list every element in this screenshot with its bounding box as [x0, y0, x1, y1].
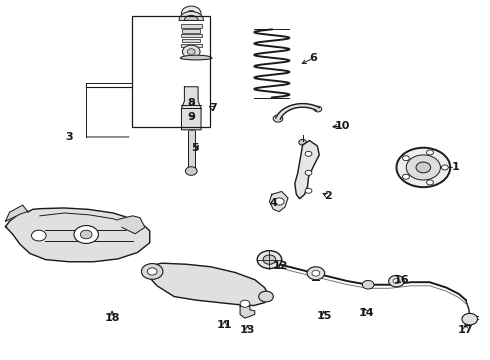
Circle shape — [187, 10, 195, 16]
Circle shape — [307, 267, 325, 280]
Circle shape — [314, 106, 322, 112]
Polygon shape — [270, 192, 288, 212]
Text: 5: 5 — [192, 143, 199, 153]
Circle shape — [181, 6, 201, 21]
Bar — [180, 24, 202, 28]
Circle shape — [389, 275, 404, 287]
Polygon shape — [295, 140, 319, 199]
Circle shape — [263, 255, 276, 264]
Circle shape — [274, 198, 284, 205]
Circle shape — [305, 151, 312, 156]
Text: 7: 7 — [209, 103, 217, 113]
Bar — [182, 29, 200, 32]
Polygon shape — [180, 55, 212, 58]
Circle shape — [257, 251, 282, 269]
Polygon shape — [5, 208, 150, 262]
Circle shape — [462, 314, 478, 325]
Polygon shape — [240, 306, 255, 318]
Text: 15: 15 — [317, 311, 332, 321]
Circle shape — [80, 230, 92, 239]
Bar — [132, 17, 210, 127]
Circle shape — [427, 150, 434, 155]
Circle shape — [74, 226, 98, 243]
Text: 1: 1 — [451, 162, 459, 172]
Circle shape — [240, 300, 250, 307]
Circle shape — [185, 167, 197, 175]
Text: 18: 18 — [104, 313, 120, 323]
Polygon shape — [145, 263, 270, 306]
Circle shape — [362, 280, 374, 289]
Text: 9: 9 — [187, 112, 195, 122]
Text: 11: 11 — [217, 320, 232, 330]
Text: 4: 4 — [270, 198, 277, 208]
Bar — [188, 130, 195, 169]
Polygon shape — [276, 104, 319, 119]
Bar — [180, 34, 202, 37]
Text: 3: 3 — [65, 132, 73, 142]
Circle shape — [31, 230, 46, 241]
Circle shape — [406, 155, 441, 180]
Text: 16: 16 — [393, 275, 409, 285]
Circle shape — [427, 180, 434, 185]
Circle shape — [147, 268, 157, 275]
Circle shape — [441, 165, 448, 170]
Polygon shape — [118, 216, 145, 234]
Circle shape — [273, 115, 283, 122]
Text: 13: 13 — [240, 325, 255, 335]
Circle shape — [312, 270, 320, 276]
Polygon shape — [181, 87, 201, 130]
Wedge shape — [184, 15, 198, 21]
Circle shape — [393, 279, 400, 284]
Circle shape — [187, 49, 195, 54]
Text: 17: 17 — [458, 325, 474, 335]
Text: 14: 14 — [358, 308, 374, 318]
Bar — [182, 39, 200, 42]
Polygon shape — [180, 58, 212, 60]
Circle shape — [402, 174, 409, 179]
Circle shape — [299, 139, 307, 145]
Circle shape — [305, 188, 312, 193]
Circle shape — [402, 156, 409, 161]
Circle shape — [396, 148, 450, 187]
Wedge shape — [179, 12, 203, 21]
Circle shape — [259, 291, 273, 302]
Text: 6: 6 — [310, 53, 318, 63]
Text: 12: 12 — [272, 261, 288, 271]
Bar — [180, 44, 202, 47]
Circle shape — [142, 264, 163, 279]
Circle shape — [416, 162, 431, 173]
Text: 10: 10 — [335, 121, 350, 131]
Polygon shape — [5, 205, 27, 221]
Circle shape — [305, 170, 312, 175]
Circle shape — [182, 45, 200, 58]
Text: 8: 8 — [187, 98, 195, 108]
Text: 2: 2 — [324, 191, 332, 201]
